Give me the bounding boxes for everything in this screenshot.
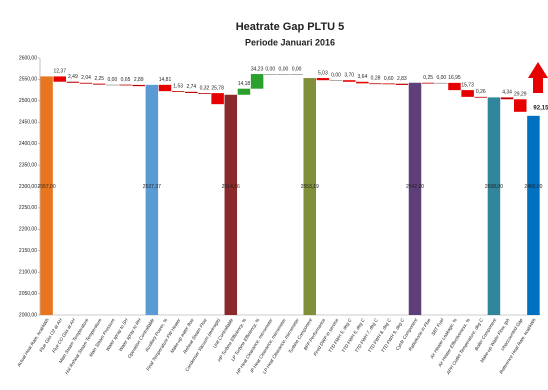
value-label: 2514,16 (222, 184, 240, 190)
value-label: 0,32 (200, 85, 210, 91)
value-label: 14,81 (159, 77, 172, 83)
arrow-icon (528, 62, 548, 93)
value-label: 0,00 (292, 66, 302, 72)
delta-bar (106, 84, 119, 86)
value-label: 0,60 (384, 76, 394, 82)
y-tick-label: 2100,00 (19, 269, 37, 275)
value-label: 2,49 (68, 74, 78, 80)
value-label: 0,25 (423, 75, 433, 81)
total-bar (527, 115, 540, 315)
value-label: 4,34 (502, 90, 512, 96)
y-tick-label: 2200,00 (19, 227, 37, 233)
delta-bar (198, 92, 211, 94)
value-label: 2553,19 (301, 184, 319, 190)
value-label: 2465,00 (524, 184, 542, 190)
y-tick-label: 2400,00 (19, 141, 37, 147)
delta-bar (395, 83, 409, 85)
value-label: 2508,00 (485, 184, 503, 190)
annotation: 92,15 (533, 105, 548, 111)
delta-bar (514, 99, 527, 112)
value-label: 2,83 (397, 76, 407, 82)
delta-bar (435, 82, 448, 84)
delta-bar (474, 96, 488, 98)
value-label: 16,95 (448, 75, 461, 81)
value-label: 2,04 (81, 75, 91, 81)
value-label: 2557,00 (38, 184, 56, 190)
delta-bar (290, 74, 303, 75)
delta-bar (382, 83, 395, 85)
y-tick-label: 2000,00 (19, 312, 37, 318)
value-label: 0,00 (108, 77, 118, 83)
value-label: 0,00 (436, 75, 446, 81)
value-label: 0,00 (279, 66, 289, 72)
value-label: 0,28 (371, 76, 381, 82)
y-tick-label: 2600,00 (19, 55, 37, 61)
delta-bar (277, 74, 290, 75)
total-bar (408, 82, 422, 316)
value-label: 34,23 (251, 66, 264, 72)
delta-bar (79, 82, 93, 84)
value-label: 3,64 (358, 74, 368, 80)
y-tick-label: 2350,00 (19, 162, 37, 168)
y-tick-label: 2050,00 (19, 291, 37, 297)
delta-bar (132, 84, 145, 87)
value-label: 2,25 (94, 76, 104, 82)
delta-bar (211, 93, 224, 105)
delta-bar (342, 80, 356, 82)
delta-bar (53, 76, 66, 82)
value-label: 29,29 (514, 92, 527, 98)
value-label: 3,70 (344, 73, 354, 79)
total-bar (487, 97, 501, 315)
value-label: 1,53 (173, 83, 183, 89)
value-label: 15,73 (461, 82, 474, 88)
delta-bar (185, 91, 198, 93)
value-label: 2537,37 (143, 184, 161, 190)
chart-subtitle: Periode Januari 2016 (245, 37, 335, 47)
delta-bar (264, 74, 277, 75)
delta-bar (237, 88, 251, 95)
delta-bar (448, 82, 461, 91)
y-tick-label: 2500,00 (19, 98, 37, 104)
delta-bar (500, 97, 514, 100)
value-label: 12,37 (53, 69, 66, 75)
value-label: 14,18 (238, 81, 251, 87)
y-tick-label: 2150,00 (19, 248, 37, 254)
value-label: 2542,20 (406, 184, 424, 190)
delta-bar (158, 84, 172, 92)
delta-bar (461, 90, 474, 97)
delta-bar (356, 81, 369, 84)
total-bar (224, 94, 238, 316)
value-label: 2,89 (134, 77, 144, 83)
y-tick-label: 2550,00 (19, 77, 37, 83)
value-label: 0,00 (331, 73, 341, 79)
delta-bar (92, 83, 106, 85)
total-bar (145, 84, 159, 316)
delta-bar (329, 80, 343, 82)
delta-bar (421, 82, 435, 84)
delta-bar (250, 74, 264, 89)
y-tick-label: 2300,00 (19, 184, 37, 190)
y-tick-label: 2250,00 (19, 205, 37, 211)
delta-bar (316, 78, 330, 81)
delta-bar (369, 83, 382, 85)
value-label: 25,78 (211, 85, 224, 91)
total-bar (303, 78, 316, 315)
total-bar (40, 76, 53, 315)
value-label: 5,03 (318, 70, 328, 76)
value-label: 0,65 (121, 77, 131, 83)
chart-title: Heatrate Gap PLTU 5 (236, 21, 345, 33)
value-label: 0,00 (265, 66, 275, 72)
delta-bar (171, 91, 185, 92)
value-label: 2,74 (186, 84, 196, 90)
y-tick-label: 2450,00 (19, 120, 37, 126)
delta-bar (119, 84, 132, 86)
value-label: 0,26 (476, 89, 486, 95)
delta-bar (66, 81, 80, 83)
